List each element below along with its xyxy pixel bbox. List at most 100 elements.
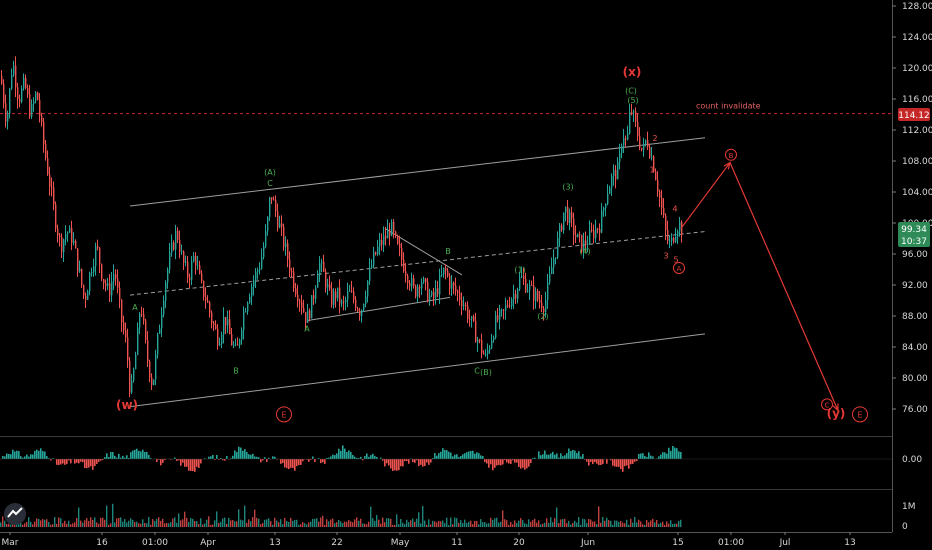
oscillator-bar	[38, 450, 40, 459]
oscillator-bar	[160, 459, 162, 466]
candle-body	[591, 230, 593, 232]
candle-body	[571, 212, 573, 219]
projection-segment[interactable]	[729, 162, 839, 411]
volume-bar	[30, 521, 32, 527]
bar-countdown: 10:37	[901, 237, 927, 247]
candle-body	[277, 211, 279, 228]
volume-bar	[88, 520, 90, 527]
candle-body	[499, 309, 501, 320]
oscillator-bar	[66, 459, 68, 465]
candle-body	[605, 203, 607, 209]
candle-body	[585, 240, 587, 245]
oscillator-bar	[476, 452, 478, 459]
oscillator-bar	[48, 458, 50, 459]
candle-body	[333, 291, 335, 305]
oscillator-bar	[628, 459, 630, 469]
channel-lines[interactable]	[129, 137, 706, 408]
channel-line[interactable]	[129, 333, 706, 408]
volume-bar	[532, 520, 534, 527]
price-axis[interactable]: 128.00 124.00 120.00 116.00 112.00 108.00 104.…	[892, 2, 932, 415]
volume-bar	[372, 518, 374, 527]
oscillator-bar	[246, 451, 248, 459]
oscillator-bar	[570, 451, 572, 459]
candle-body	[541, 302, 543, 309]
oscillator-bar	[556, 453, 558, 459]
oscillator-bar	[50, 459, 52, 461]
candle-body	[147, 340, 149, 362]
channel-line[interactable]	[306, 296, 451, 322]
last-price: 99.34	[901, 225, 927, 235]
volume-bar	[652, 518, 654, 527]
candle-body	[439, 275, 441, 295]
candle-body	[583, 240, 585, 252]
oscillator-bar	[552, 451, 554, 459]
oscillator-bar	[82, 459, 84, 463]
candle-body	[181, 251, 183, 253]
wave-label-red: 1	[649, 166, 654, 175]
oscillator-bar	[462, 454, 464, 459]
oscillator-bar	[418, 459, 420, 467]
oscillator-bar	[422, 459, 424, 467]
oscillator-bar	[336, 453, 338, 459]
candle-body	[433, 292, 435, 298]
oscillator-bar	[328, 457, 330, 459]
volume-bar	[656, 519, 658, 527]
oscillator-bar	[80, 459, 82, 462]
oscillator-panel[interactable]	[0, 445, 892, 472]
circled-wave-labels: E A B C E	[276, 148, 868, 423]
oscillator-bar	[34, 450, 36, 459]
projection-segment[interactable]	[680, 162, 731, 229]
time-tick-label: Jun	[580, 538, 595, 548]
candle-body	[671, 237, 673, 241]
time-tick-label: Jul	[779, 538, 791, 548]
oscillator-bar	[74, 459, 76, 464]
oscillator-bar	[488, 459, 490, 468]
volume-bar	[654, 522, 656, 527]
volume-bar	[86, 518, 88, 527]
volume-bar	[558, 523, 560, 527]
time-axis[interactable]: Mar 16 01:00 Apr 13 22 May 11 20 Jun 15 01:00 Jul 13	[2, 532, 856, 548]
oscillator-bar	[400, 459, 402, 467]
candles	[1, 56, 683, 398]
projection-path[interactable]	[680, 161, 839, 412]
volume-bar	[270, 521, 272, 527]
volume-bar	[674, 523, 676, 527]
volume-bar	[10, 524, 12, 527]
volume-panel[interactable]	[0, 503, 682, 527]
candle-body	[645, 140, 647, 144]
oscillator-bar	[302, 459, 304, 462]
oscillator-bar	[346, 452, 348, 459]
oscillator-bar	[220, 457, 222, 459]
volume-bar	[288, 522, 290, 527]
circled-label-text: C	[825, 401, 830, 409]
volume-bar	[460, 520, 462, 527]
oscillator-bar	[404, 459, 406, 462]
candle-body	[675, 236, 677, 242]
candle-body	[73, 240, 75, 244]
candle-body	[507, 305, 509, 307]
candle-body	[595, 228, 597, 239]
candle-body	[115, 274, 117, 279]
candle-body	[151, 377, 153, 385]
oscillator-bar	[190, 459, 192, 472]
volume-bar	[252, 517, 254, 527]
volume-bar	[38, 518, 40, 527]
candle-body	[567, 206, 569, 223]
channel-line[interactable]	[129, 137, 706, 207]
volume-bar	[216, 511, 218, 527]
tradingview-logo-icon[interactable]	[4, 503, 26, 525]
oscillator-bar	[450, 452, 452, 459]
oscillator-bar	[504, 459, 506, 461]
candle-body	[125, 330, 127, 338]
oscillator-bar	[624, 459, 626, 467]
oscillator-bar	[618, 459, 620, 467]
volume-bar	[152, 519, 154, 527]
oscillator-bar	[164, 459, 166, 461]
volume-bar	[276, 520, 278, 527]
volume-bar	[264, 519, 266, 527]
time-tick-label: 01:00	[142, 538, 168, 548]
candle-body	[215, 325, 217, 329]
oscillator-bar	[360, 456, 362, 459]
channel-line[interactable]	[129, 231, 706, 296]
